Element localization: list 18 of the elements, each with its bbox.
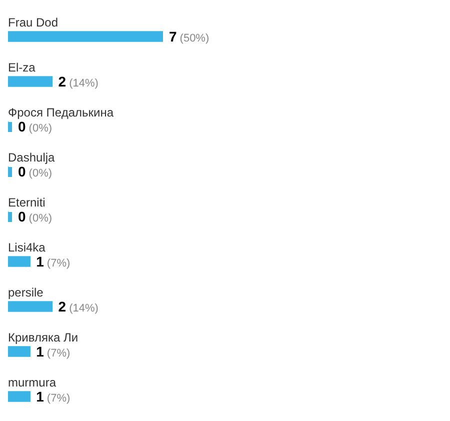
data-label: 1 (7%) bbox=[36, 343, 70, 360]
y-tick-label: Eterniti bbox=[8, 196, 46, 210]
y-tick-label: Dashulja bbox=[8, 150, 56, 164]
data-label: 1 (7%) bbox=[36, 253, 70, 270]
data-label: 0 (0%) bbox=[18, 118, 52, 135]
data-label: 1 (7%) bbox=[36, 388, 70, 405]
y-tick-label: Lisi4ka bbox=[8, 240, 46, 254]
y-tick-label: El-za bbox=[8, 60, 36, 74]
y-tick-label: Кривляка Ли bbox=[8, 330, 78, 344]
y-tick-label: persile bbox=[8, 286, 44, 300]
data-label: 0 (0%) bbox=[18, 163, 52, 180]
y-tick-label: murmura bbox=[8, 376, 56, 390]
y-tick-label: Фрося Педалькина bbox=[8, 106, 114, 120]
data-label: 7 (50%) bbox=[169, 28, 210, 45]
data-label: 2 (14%) bbox=[58, 73, 98, 90]
data-label: 0 (0%) bbox=[18, 208, 52, 225]
data-label: 2 (14%) bbox=[58, 298, 98, 315]
y-tick-label: Frau Dod bbox=[8, 16, 58, 30]
